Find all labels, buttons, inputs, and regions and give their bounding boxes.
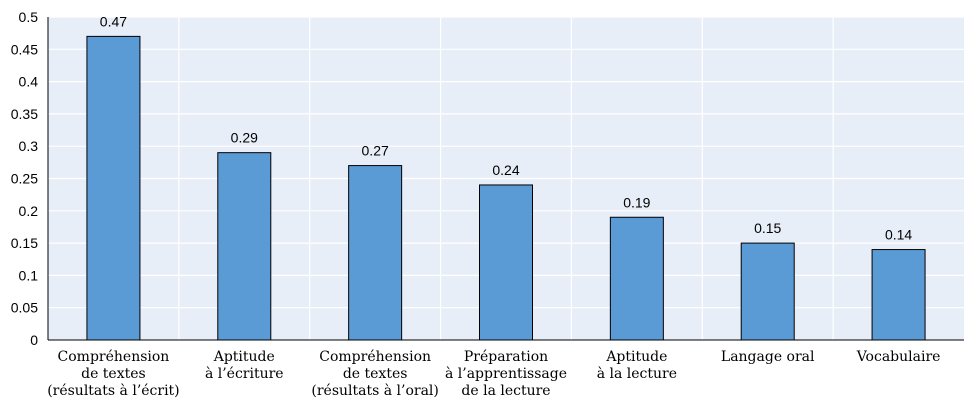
category-label-line: à l’écriture xyxy=(205,365,284,382)
category-label-line: Préparation xyxy=(464,349,548,365)
y-tick-label: 0.35 xyxy=(11,106,38,122)
category-label-6: Vocabulaire xyxy=(856,349,941,365)
category-label-line: (résultats à l’écrit) xyxy=(47,382,179,399)
category-label-line: (résultats à l’oral) xyxy=(311,382,438,399)
bar-3 xyxy=(479,184,533,341)
data-label-5: 0.15 xyxy=(754,220,781,236)
bar-2 xyxy=(348,165,403,341)
y-tick-label: 0 xyxy=(30,332,38,348)
category-label-line: Langage oral xyxy=(721,349,815,365)
data-label-1: 0.29 xyxy=(231,130,258,146)
category-label-line: de textes xyxy=(343,366,408,382)
axes xyxy=(47,17,964,341)
data-label-0: 0.47 xyxy=(100,13,127,29)
category-label-line: de textes xyxy=(81,366,146,382)
y-axis-tick-labels: 0 0.05 0.1 0.15 0.2 0.25 0.3 0.35 0.4 0.45 0.5 xyxy=(11,9,38,348)
bar-1 xyxy=(217,152,272,341)
vertical-gridlines xyxy=(178,17,834,340)
bar-5 xyxy=(740,242,795,341)
data-label-3: 0.24 xyxy=(492,162,519,178)
bar-0 xyxy=(86,35,141,341)
y-tick-label: 0.5 xyxy=(19,9,39,25)
data-labels: 0.47 0.29 0.27 0.24 0.19 0.15 0.14 xyxy=(100,13,913,242)
bars xyxy=(86,35,926,341)
category-label-line: Aptitude xyxy=(213,349,275,365)
category-label-line: à la lecture xyxy=(597,365,677,382)
y-tick-label: 0.45 xyxy=(11,41,38,57)
category-label-line: de la lecture xyxy=(461,383,550,399)
category-label-line: Compréhension xyxy=(58,349,170,365)
data-label-2: 0.27 xyxy=(362,143,389,159)
data-label-4: 0.19 xyxy=(623,194,650,210)
y-tick-label: 0.4 xyxy=(19,74,39,90)
category-label-line: Vocabulaire xyxy=(856,349,941,365)
y-tick-label: 0.1 xyxy=(19,267,39,283)
category-label-line: Compréhension xyxy=(319,349,431,365)
y-tick-label: 0.3 xyxy=(19,138,39,154)
y-tick-label: 0.2 xyxy=(19,203,39,219)
category-label-5: Langage oral xyxy=(721,349,815,365)
y-tick-label: 0.05 xyxy=(11,300,38,316)
y-tick-label: 0.25 xyxy=(11,171,38,187)
bar-6 xyxy=(871,249,926,341)
category-label-line: Aptitude xyxy=(605,349,667,365)
y-tick-label: 0.15 xyxy=(11,235,38,251)
category-label-line: à l’apprentissage xyxy=(445,365,567,382)
data-label-6: 0.14 xyxy=(885,227,912,243)
bar-4 xyxy=(609,216,664,341)
